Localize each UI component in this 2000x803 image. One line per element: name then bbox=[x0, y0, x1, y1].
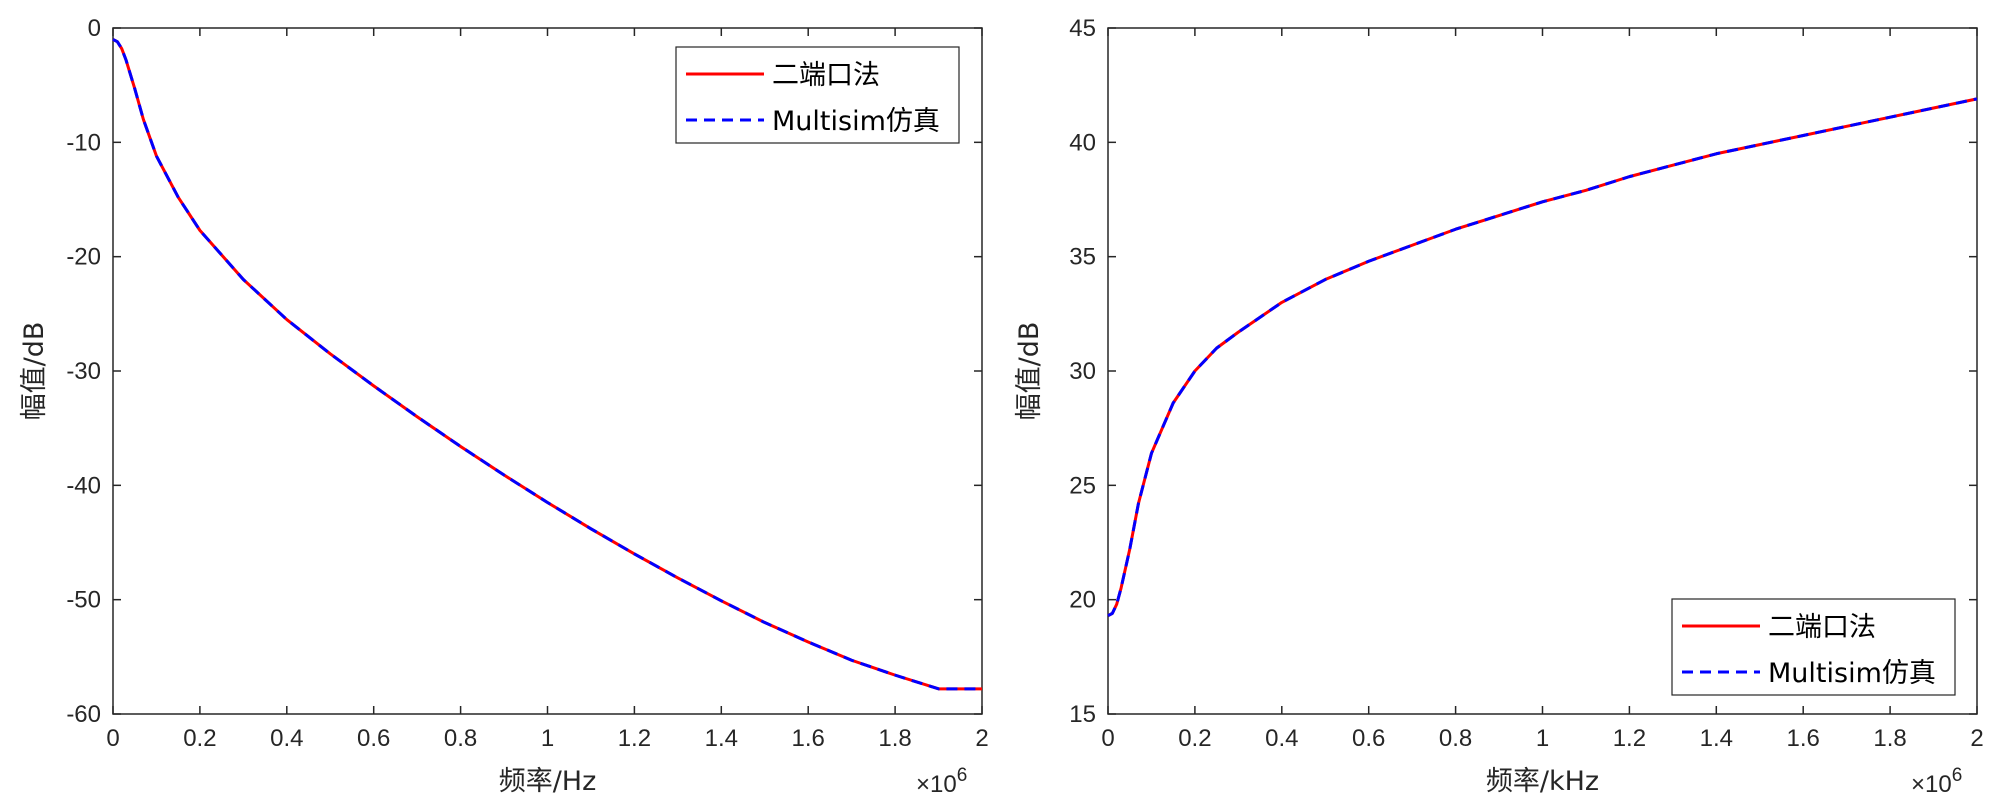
x-tick-label: 1.8 bbox=[1873, 725, 1906, 752]
y-tick-label: -20 bbox=[66, 244, 101, 271]
legend-entry-label: 二端口法 bbox=[1768, 612, 1876, 643]
y-tick-label: 25 bbox=[1069, 472, 1096, 499]
x-tick-label: 1 bbox=[541, 725, 554, 752]
x-tick-label: 1.6 bbox=[1787, 725, 1820, 752]
x-tick-label: 1.4 bbox=[705, 725, 738, 752]
x-tick-label: 0.4 bbox=[1265, 725, 1298, 752]
series-line-two-port bbox=[112, 38, 982, 691]
x-axis-multiplier: ×106 bbox=[916, 765, 967, 798]
y-axis-label: 幅值/dB bbox=[19, 322, 50, 421]
x-tick-label: 1.2 bbox=[618, 725, 651, 752]
legend: 二端口法 Multisim仿真 bbox=[675, 46, 960, 144]
x-tick-label: 0 bbox=[1101, 725, 1114, 752]
x-axis-multiplier: ×106 bbox=[1911, 765, 1962, 798]
legend-box bbox=[675, 46, 960, 144]
x-axis-multiplier-base: ×10 bbox=[916, 771, 957, 798]
legend: 二端口法 Multisim仿真 bbox=[1671, 598, 1956, 696]
y-tick-label: 15 bbox=[1069, 701, 1096, 728]
legend-entry-label: Multisim仿真 bbox=[772, 106, 940, 137]
legend-box bbox=[1671, 598, 1956, 696]
x-tick-label: 0.8 bbox=[444, 725, 477, 752]
x-tick-label: 0 bbox=[106, 725, 119, 752]
x-tick-label: 1.6 bbox=[792, 725, 825, 752]
chart-panel-2: 0 0.2 0.4 0.6 0.8 1 1.2 1.4 1.6 1.8 2 45 40 35 30 25 20 1… bbox=[1014, 15, 1984, 798]
series-line-multisim bbox=[1107, 97, 1978, 617]
x-axis-label: 频率/Hz bbox=[499, 766, 597, 797]
x-tick-label: 0.2 bbox=[183, 725, 216, 752]
x-axis-multiplier-base: ×10 bbox=[1911, 771, 1952, 798]
x-tick-label: 1.4 bbox=[1700, 725, 1733, 752]
y-tick-label: 30 bbox=[1069, 358, 1096, 385]
x-tick-label: 0.8 bbox=[1439, 725, 1472, 752]
x-tick-label: 0.2 bbox=[1178, 725, 1211, 752]
legend-entry-label: Multisim仿真 bbox=[1768, 658, 1936, 689]
y-tick-label: 35 bbox=[1069, 244, 1096, 271]
chart-panel-1: 0 0.2 0.4 0.6 0.8 1 1.2 1.4 1.6 1.8 2 0 -10 -20 -30 -40… bbox=[19, 15, 989, 798]
y-tick-label: 20 bbox=[1069, 587, 1096, 614]
x-tick-label: 1.8 bbox=[878, 725, 911, 752]
y-tick-label: -10 bbox=[66, 129, 101, 156]
x-axis-label: 频率/kHz bbox=[1486, 766, 1599, 797]
y-tick-label: -50 bbox=[66, 587, 101, 614]
x-tick-label: 2 bbox=[975, 725, 988, 752]
y-tick-label: -30 bbox=[66, 358, 101, 385]
x-tick-label: 0.4 bbox=[270, 725, 303, 752]
x-axis-multiplier-exponent: 6 bbox=[957, 765, 968, 786]
y-tick-label: 45 bbox=[1069, 15, 1096, 42]
y-tick-label: 40 bbox=[1069, 129, 1096, 156]
x-tick-label: 1.2 bbox=[1613, 725, 1646, 752]
x-axis-multiplier-exponent: 6 bbox=[1952, 765, 1963, 786]
x-tick-label: 0.6 bbox=[357, 725, 390, 752]
y-tick-label: 0 bbox=[88, 15, 101, 42]
x-tick-label: 0.6 bbox=[1352, 725, 1385, 752]
x-tick-label: 1 bbox=[1536, 725, 1549, 752]
y-tick-label: -40 bbox=[66, 472, 101, 499]
legend-entry-label: 二端口法 bbox=[772, 60, 880, 91]
y-axis-label: 幅值/dB bbox=[1014, 322, 1045, 421]
x-tick-label: 2 bbox=[1970, 725, 1983, 752]
y-tick-label: -60 bbox=[66, 701, 101, 728]
